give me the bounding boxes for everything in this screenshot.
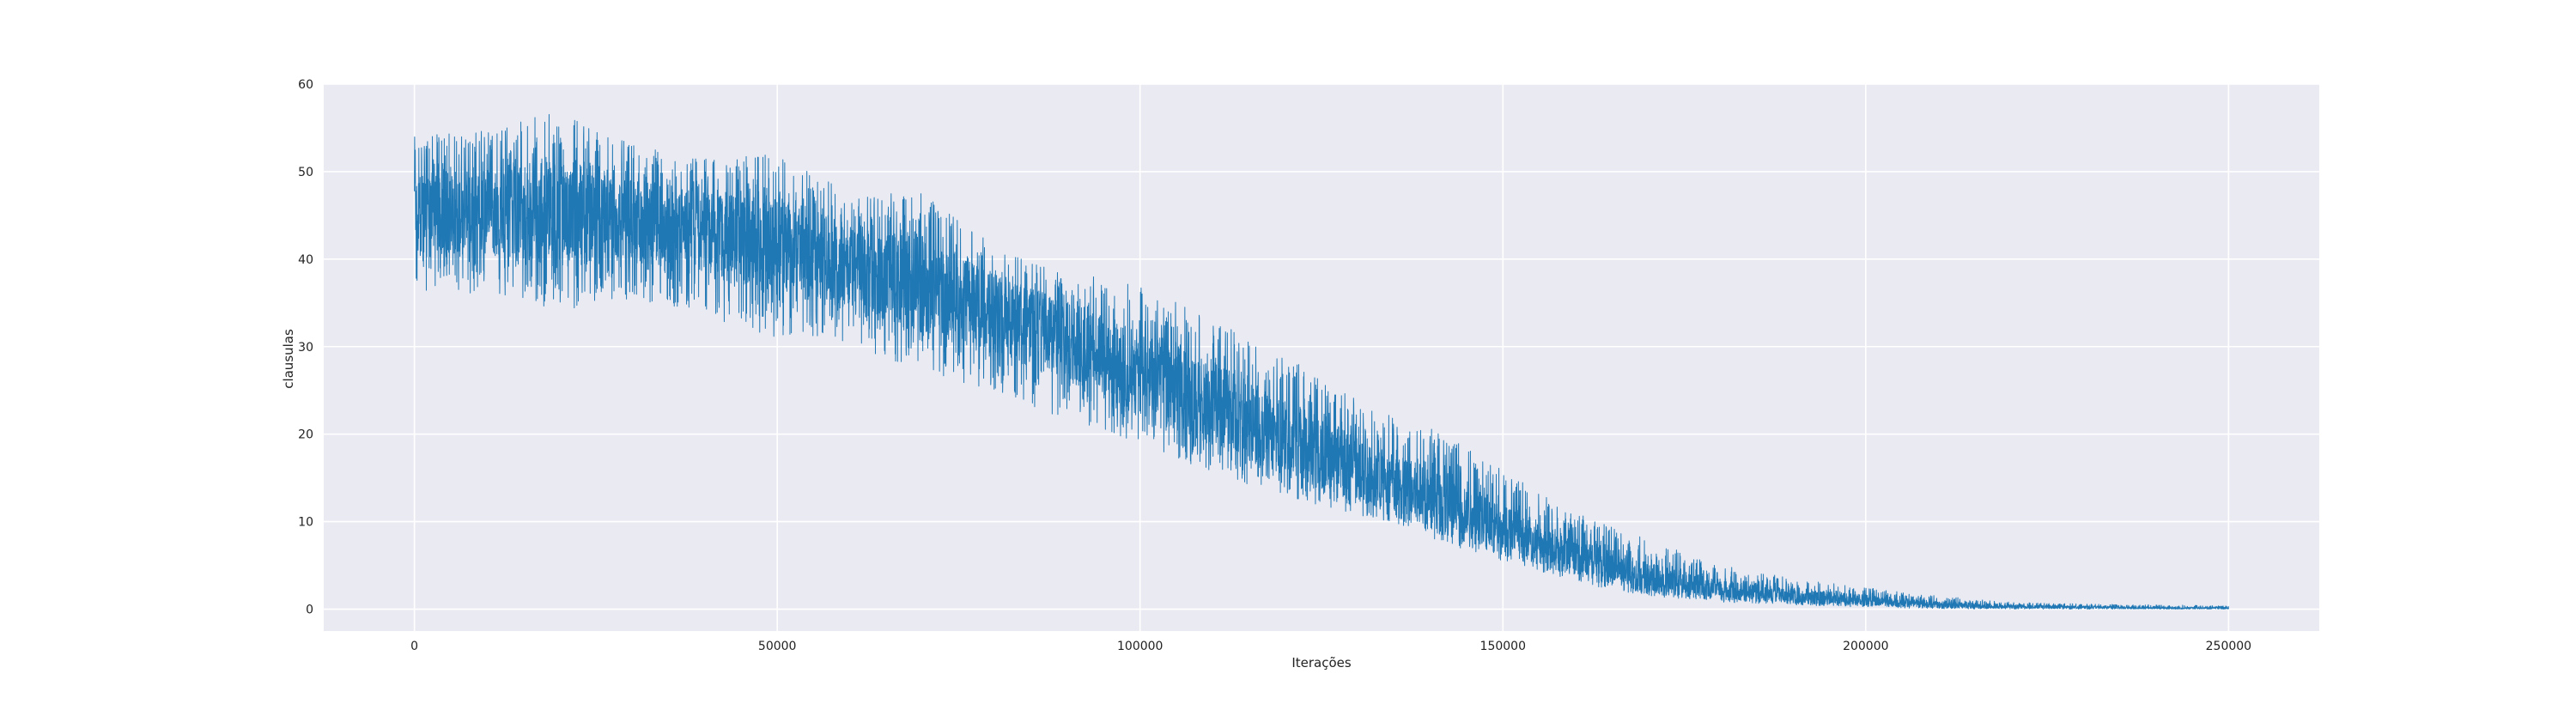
y-tick-label: 40 [298,253,313,267]
x-tick-label: 200000 [1843,640,1888,653]
x-tick-label: 150000 [1480,640,1526,653]
y-tick-label: 20 [298,428,313,442]
y-axis-label: clausulas [281,329,296,389]
series-line [414,113,2229,610]
y-tick-label: 50 [298,166,313,179]
x-tick-label: 250000 [2206,640,2251,653]
x-tick-labels: 0 50000 100000 150000 200000 250000 [410,640,2251,653]
x-tick-label: 50000 [758,640,797,653]
series-layer [414,113,2229,610]
x-axis-label: Iterações [1291,655,1352,671]
x-tick-label: 0 [410,640,418,653]
y-tick-label: 60 [298,78,313,92]
y-tick-labels: 0 10 20 30 40 50 60 [298,78,313,617]
plot-background [324,84,2319,631]
y-tick-label: 30 [298,341,313,355]
x-tick-label: 100000 [1117,640,1163,653]
y-tick-label: 0 [306,604,313,617]
y-tick-label: 10 [298,516,313,530]
